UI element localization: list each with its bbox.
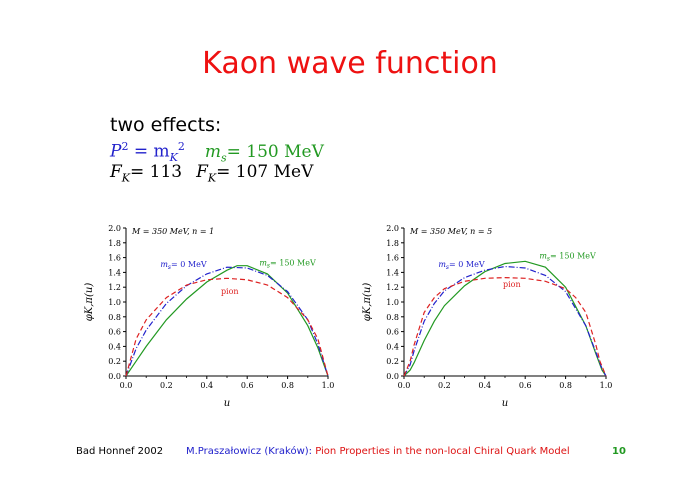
y-tick-label: 0.6 — [108, 328, 121, 337]
y-tick-label: 2.0 — [108, 224, 121, 233]
y-tick-label: 1.8 — [108, 239, 121, 248]
equation-line-1: P2 = mK2 ms= 150 MeV — [110, 140, 324, 164]
equation-line-2: FK= 113 FK= 107 MeV — [110, 162, 313, 184]
y-tick-label: 1.8 — [386, 239, 399, 248]
footer-venue: Bad Honnef 2002 — [76, 446, 164, 457]
y-tick-label: 1.2 — [386, 283, 399, 292]
series-line-ms-0-mev — [403, 265, 607, 377]
chart-annotation: M = 350 MeV, n = 5 — [409, 227, 492, 236]
series-label: ms= 0 MeV — [438, 260, 484, 271]
y-tick-label: 1.4 — [386, 268, 399, 277]
x-tick-label: 0.8 — [559, 381, 572, 390]
series-line-pion — [125, 277, 329, 377]
y-tick-label: 0.4 — [108, 342, 121, 351]
x-tick-label: 0.0 — [120, 381, 133, 390]
x-tick-label: 0.4 — [478, 381, 491, 390]
fk-value-2: = 107 MeV — [216, 162, 314, 182]
fk-symbol-2: F — [196, 162, 208, 182]
x-axis-label: u — [224, 398, 230, 409]
fk-subscript-2: K — [207, 171, 217, 185]
fk-subscript-1: K — [121, 171, 131, 185]
y-tick-label: 0.8 — [108, 313, 121, 322]
y-tick-label: 0.6 — [386, 328, 399, 337]
footer-page-number: 10 — [612, 446, 626, 457]
fk-value-1: = 113 — [130, 162, 183, 182]
chart-n1: 0.0 0.2 0.4 0.6 0.8 1.0 1.2 1.4 1.6 1.8 2.0 0.0 0.2 0… — [84, 224, 335, 409]
series-label: pion — [503, 280, 521, 289]
y-tick-label: 1.6 — [386, 254, 399, 263]
footer-talk-title: Pion Properties in the non-local Chiral … — [315, 446, 570, 457]
x-tick-label: 0.4 — [200, 381, 213, 390]
series-line-ms-150-mev — [403, 260, 607, 377]
x-tick-label: 1.0 — [600, 381, 613, 390]
y-tick-label: 0.0 — [108, 372, 121, 381]
series-label: ms= 150 MeV — [539, 251, 596, 262]
chart-n5: 0.0 0.2 0.4 0.6 0.8 1.0 1.2 1.4 1.6 1.8 2.0 0.0 0.2 0… — [362, 224, 613, 409]
y-tick-label: 1.0 — [386, 298, 399, 307]
ms-subscript: s — [220, 151, 227, 165]
series-label: ms= 0 MeV — [160, 260, 206, 271]
y-tick-label: 1.2 — [108, 283, 121, 292]
series-line-ms-150-mev — [125, 265, 329, 377]
y-tick-label: 0.8 — [386, 313, 399, 322]
effects-heading: two effects: — [110, 114, 222, 136]
y-tick-label: 1.0 — [108, 298, 121, 307]
ms-value: = 150 MeV — [226, 141, 324, 162]
footer-citation: M.Praszałowicz (Kraków): Pion Properties… — [186, 446, 570, 457]
y-axis-label: φK,π(u) — [84, 283, 95, 322]
k-subscript: K — [169, 151, 178, 165]
x-tick-label: 1.0 — [322, 381, 335, 390]
p-symbol: P — [110, 141, 122, 162]
y-tick-label: 1.6 — [108, 254, 121, 263]
series-label: pion — [221, 287, 239, 296]
mk-superscript: 2 — [177, 140, 185, 153]
fk-symbol-1: F — [110, 162, 122, 182]
x-tick-label: 0.2 — [160, 381, 173, 390]
series-line-pion — [403, 276, 607, 377]
y-tick-label: 1.4 — [108, 268, 121, 277]
footer-author: M.Praszałowicz (Kraków): — [186, 446, 313, 457]
x-tick-label: 0.6 — [519, 381, 532, 390]
equals-m: = m — [128, 141, 170, 162]
slide-title: Kaon wave function — [202, 46, 498, 81]
y-tick-label: 0.0 — [386, 372, 399, 381]
y-tick-label: 2.0 — [386, 224, 399, 233]
x-tick-label: 0.6 — [241, 381, 254, 390]
series-line-ms-0-mev — [125, 266, 329, 377]
x-tick-label: 0.2 — [438, 381, 451, 390]
ms-symbol: m — [204, 141, 221, 162]
y-axis-label: φK,π(u) — [362, 283, 373, 322]
ms-expression: ms= 150 MeV — [204, 141, 324, 165]
p-superscript: 2 — [121, 140, 129, 153]
x-tick-label: 0.8 — [281, 381, 294, 390]
x-axis-label: u — [502, 398, 508, 409]
y-tick-label: 0.2 — [386, 357, 399, 366]
y-tick-label: 0.4 — [386, 342, 399, 351]
x-tick-label: 0.0 — [398, 381, 411, 390]
y-tick-label: 0.2 — [108, 357, 121, 366]
chart-annotation: M = 350 MeV, n = 1 — [131, 227, 214, 236]
series-label: ms= 150 MeV — [259, 259, 316, 270]
